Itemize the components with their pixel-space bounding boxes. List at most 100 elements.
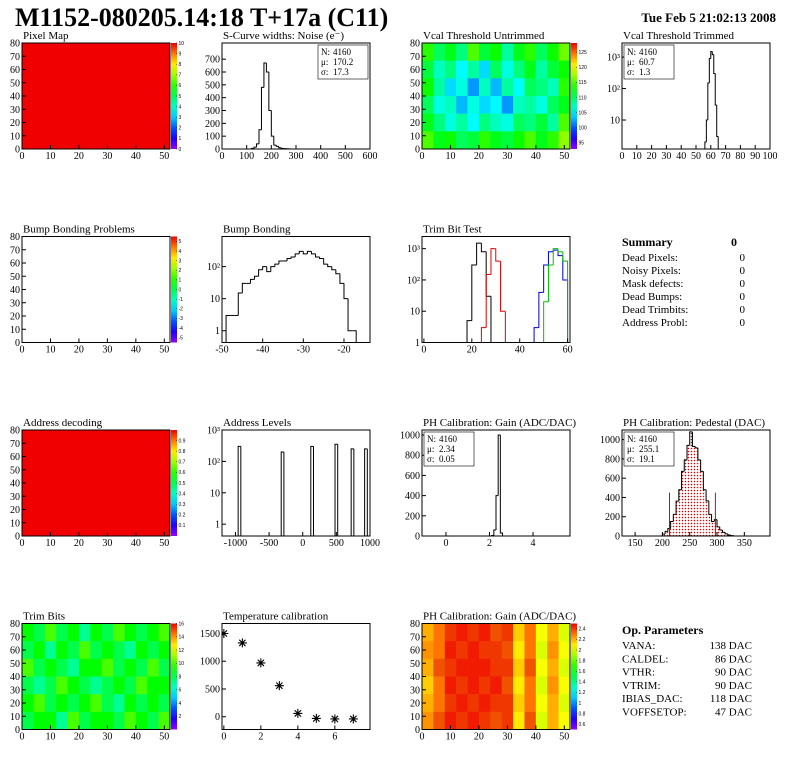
histogram-bin [290,256,296,259]
x-tick-label: 1000 [360,538,380,549]
histogram-bin [302,251,308,255]
color-bar-label: 9 [179,51,182,57]
heatmap-cell [67,694,80,713]
heatmap-cell [444,676,457,695]
heatmap-cell [135,676,148,695]
y-tick-label: 80 [10,426,20,437]
color-bar-label: 0.1 [179,523,186,529]
heatmap-cell [501,43,514,61]
heatmap-cell [467,694,480,713]
color-bar-label: 3 [179,258,182,264]
histogram-bin [713,519,718,522]
histogram-bin [727,533,731,536]
x-tick-label: 90 [750,151,760,162]
heatmap-cell [101,694,114,713]
heatmap-cell [444,641,457,660]
histogram-bin [265,63,269,73]
heatmap-cell [535,711,548,730]
plot-frame [621,429,771,537]
y-tick-label: 0 [15,532,20,543]
color-bar [171,236,177,343]
heatmap-cell [547,694,559,713]
stats-label: μ: [427,444,434,454]
histogram-bin [711,514,715,523]
histogram-bin [707,82,710,121]
x-tick-label: 2 [258,732,263,743]
heatmap-cell [101,641,114,660]
heatmap-cell [78,676,91,695]
plot-frame [421,429,571,537]
histogram-bin [700,459,704,472]
bin-fill [662,534,666,536]
heatmap-cell [56,676,68,695]
y-tick-label: 20 [410,699,420,710]
histogram-bin [552,248,559,266]
heatmap-cell [490,131,502,149]
y-tick-label: 500 [205,80,220,91]
bin-fill [708,514,712,536]
x-tick-label: 0 [20,538,25,549]
heatmap-cell [467,131,480,149]
stats-value: 170.2 [333,57,353,67]
heatmap-cell [90,711,102,730]
heatmap-cell [524,60,537,79]
summary-value: 0 [740,252,746,264]
color-bar-label: 8 [179,674,182,680]
heatmap-cell [490,60,502,79]
x-tick-label: 20 [74,538,84,549]
bin-fill [684,459,687,536]
x-tick-label: 50 [691,151,701,162]
color-bar-label: 1 [179,136,182,142]
y-tick-label: 80 [10,619,20,630]
x-tick-label: 400 [313,151,328,162]
histogram-bin [249,278,255,284]
heatmap-cell [547,60,559,79]
heatmap-cell [113,623,125,642]
heatmap-cell [67,676,80,695]
heatmap-cell [501,60,514,79]
heatmap-cell [501,96,514,114]
histogram-bin [717,136,719,149]
stats-value: 1.3 [639,67,651,77]
histogram-bin [310,445,314,536]
panel-title: Address decoding [23,417,103,429]
heatmap-cell [467,711,480,730]
heatmap-cell [56,658,68,677]
heatmap-cell [90,658,102,677]
histogram-bin [670,521,674,529]
histogram-bin [547,264,554,302]
y-tick-label: 70 [410,632,420,643]
stats-box [623,44,675,80]
heatmap-cell [558,113,570,132]
heatmap-cell [113,694,125,713]
heatmap-cell [535,96,548,114]
x-tick-label: 30 [102,345,112,356]
parameters-panel: Op. Parameters VANA: 138 DAC CALDEL: 86 DAC V… [622,623,752,719]
color-bar-label: 1.4 [579,680,586,686]
heatmap-cell [124,641,137,660]
histogram-bin [495,495,499,530]
heatmap-cell [22,623,34,642]
heatmap-cell [158,623,170,642]
heatmap-cell [513,694,525,713]
heatmap-cell [433,676,446,695]
histogram-bin [258,129,262,144]
heatmap-cell [44,676,57,695]
heatmap-cell [467,676,480,695]
y-tick-label: 50 [10,659,20,670]
y-tick-label: 50 [10,78,20,89]
heatmap-cell [22,711,34,730]
heatmap-cell [101,711,114,730]
histogram-bin [262,266,267,270]
histogram-bin [721,530,726,533]
stats-box [423,431,475,467]
panel-title: Vcal Threshold Trimmed [623,30,735,42]
stats-label: μ: [627,57,634,67]
y-tick-label: 1 [215,520,220,531]
histogram-bin [270,110,274,137]
histogram-bin [493,529,496,536]
x-tick-label: 10 [445,151,455,162]
y-tick-label: 10 [410,131,420,142]
y-tick-label: 0 [415,532,420,543]
y-tick-label: 400 [405,491,420,502]
